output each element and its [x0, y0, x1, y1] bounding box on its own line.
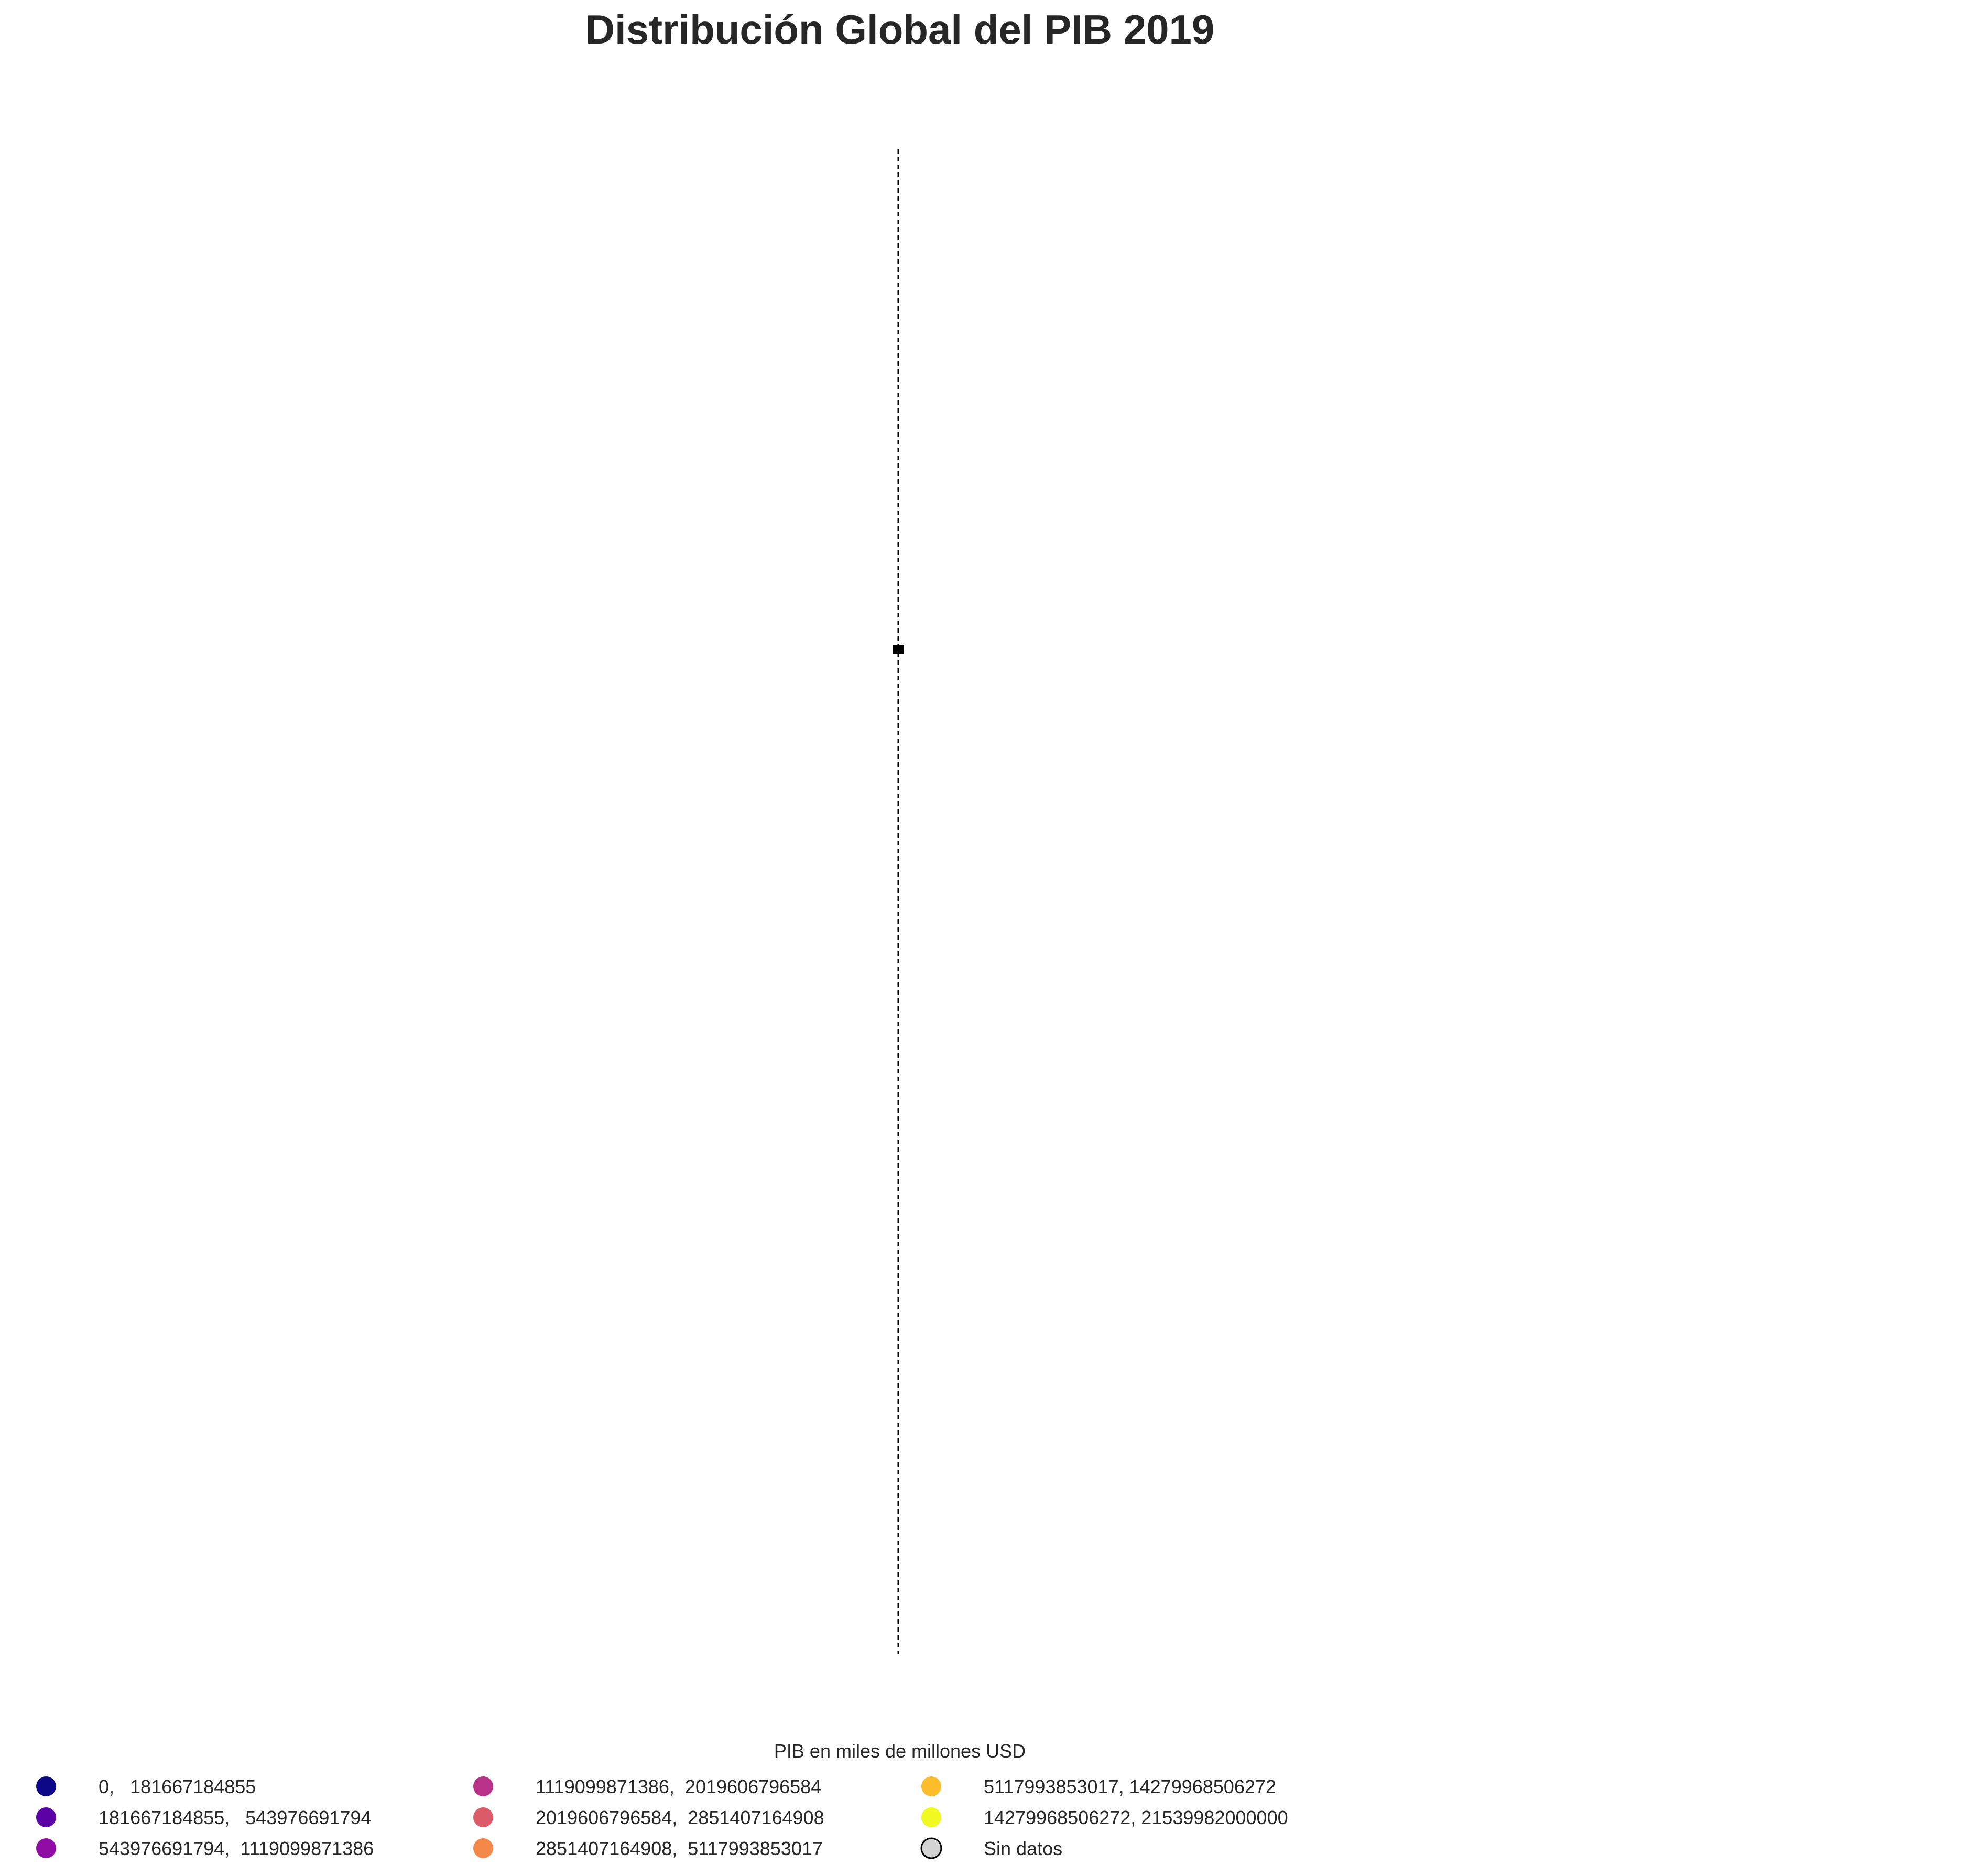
legend-label: 0, 181667184855 — [99, 1776, 256, 1797]
legend-label: Sin datos — [984, 1838, 1062, 1859]
legend: 0, 181667184855 181667184855, 54397669179… — [36, 1776, 1288, 1859]
map-center-marker — [893, 645, 904, 654]
legend-marker — [921, 1807, 941, 1827]
legend-marker — [473, 1807, 493, 1827]
legend-label: 2019606796584, 2851407164908 — [536, 1807, 824, 1828]
legend-label: 14279968506272, 21539982000000 — [984, 1807, 1288, 1828]
legend-marker — [921, 1776, 941, 1796]
legend-marker — [473, 1776, 493, 1796]
legend-marker — [920, 1837, 942, 1859]
legend-label: 1119099871386, 2019606796584 — [536, 1776, 821, 1797]
legend-label: 181667184855, 543976691794 — [99, 1807, 372, 1828]
legend-marker — [36, 1776, 56, 1796]
chart-title: Distribución Global del PIB 2019 — [585, 6, 1215, 52]
legend-label: 543976691794, 1119099871386 — [99, 1838, 374, 1859]
legend-marker — [473, 1838, 493, 1858]
legend-title: PIB en miles de millones USD — [774, 1740, 1026, 1762]
legend-label: 5117993853017, 14279968506272 — [984, 1776, 1276, 1797]
legend-marker — [36, 1838, 56, 1858]
legend-marker — [36, 1807, 56, 1827]
map-area — [893, 149, 904, 1654]
legend-label: 2851407164908, 5117993853017 — [536, 1838, 823, 1859]
